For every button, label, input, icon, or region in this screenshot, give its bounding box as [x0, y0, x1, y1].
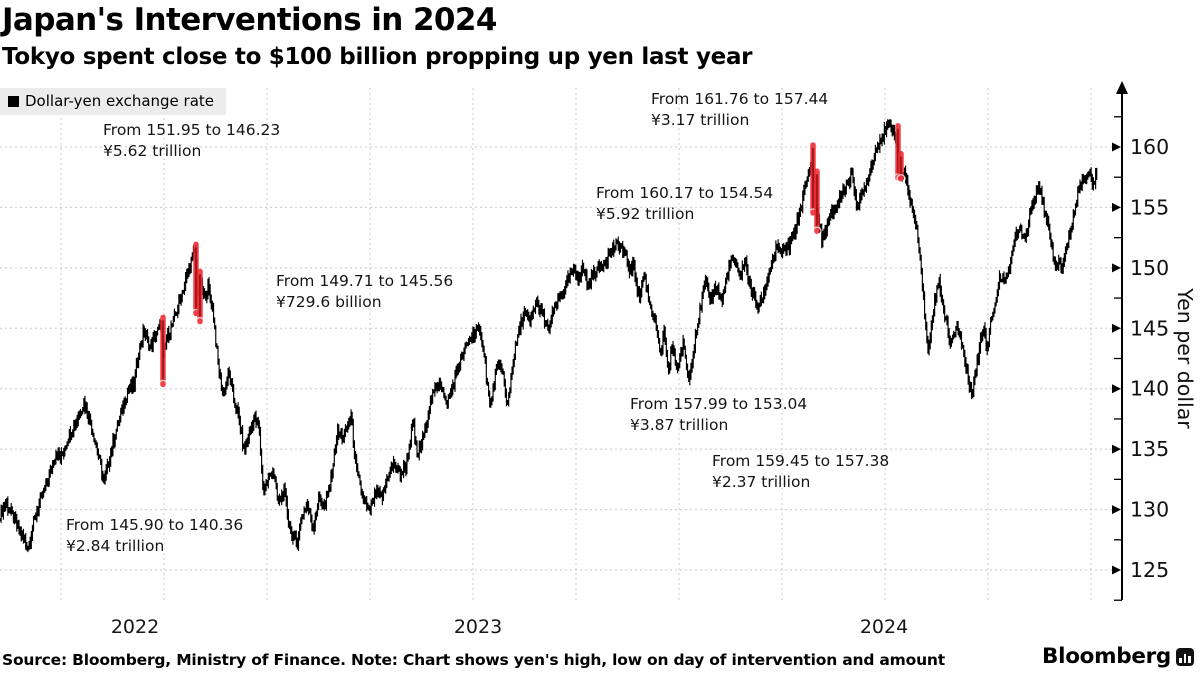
x-axis-label-2024: 2024 — [859, 616, 909, 638]
annotation-range: From 159.45 to 157.38 — [712, 452, 890, 470]
annotation-jul12-2024: From 159.45 to 157.38 ¥2.37 trillion — [712, 451, 889, 493]
annotation-range: From 157.99 to 153.04 — [630, 395, 808, 413]
annotation-amount: ¥3.87 trillion — [630, 415, 729, 434]
annotation-amount: ¥5.92 trillion — [596, 204, 695, 223]
source-note: Source: Bloomberg, Ministry of Finance. … — [2, 651, 945, 669]
annotation-amount: ¥2.84 trillion — [66, 536, 165, 555]
legend-swatch-icon — [8, 95, 19, 107]
legend-label: Dollar-yen exchange rate — [25, 92, 215, 110]
svg-text:Yen per dollar: Yen per dollar — [1173, 287, 1197, 429]
annotation-oct21-2022: From 151.95 to 146.23 ¥5.62 trillion — [103, 120, 280, 162]
x-axis-label-2022: 2022 — [110, 616, 160, 638]
annotation-may1-2024: From 157.99 to 153.04 ¥3.87 trillion — [630, 394, 807, 436]
svg-text:145: 145 — [1130, 316, 1169, 340]
legend: Dollar-yen exchange rate — [0, 88, 227, 115]
svg-text:125: 125 — [1130, 558, 1169, 582]
annotation-amount: ¥2.37 trillion — [712, 472, 811, 491]
annotation-amount: ¥3.17 trillion — [651, 110, 750, 129]
bloomberg-logo-text: Bloomberg — [1042, 644, 1171, 669]
svg-text:140: 140 — [1130, 377, 1169, 401]
bloomberg-logo-icon — [1176, 647, 1194, 666]
bloomberg-logo: Bloomberg — [1038, 644, 1194, 669]
svg-text:150: 150 — [1130, 256, 1169, 280]
svg-text:135: 135 — [1130, 437, 1169, 461]
svg-text:130: 130 — [1130, 498, 1169, 522]
x-axis-label-2023: 2023 — [453, 616, 503, 638]
annotation-jul11-2024: From 161.76 to 157.44 ¥3.17 trillion — [651, 89, 828, 131]
annotation-amount: ¥729.6 billion — [276, 292, 382, 311]
annotation-oct24-2022: From 149.71 to 145.56 ¥729.6 billion — [276, 271, 453, 313]
annotation-range: From 161.76 to 157.44 — [651, 90, 829, 108]
annotation-sep22-2022: From 145.90 to 140.36 ¥2.84 trillion — [66, 515, 243, 557]
page-title: Japan's Interventions in 2024 — [2, 2, 497, 38]
annotation-apr29-2024: From 160.17 to 154.54 ¥5.92 trillion — [596, 183, 773, 225]
annotation-range: From 149.71 to 145.56 — [276, 272, 454, 290]
svg-text:155: 155 — [1130, 195, 1169, 219]
svg-text:160: 160 — [1130, 135, 1169, 159]
annotation-range: From 160.17 to 154.54 — [596, 184, 774, 202]
page-subtitle: Tokyo spent close to $100 billion proppi… — [2, 44, 753, 70]
annotation-range: From 145.90 to 140.36 — [66, 516, 244, 534]
annotation-range: From 151.95 to 146.23 — [103, 121, 281, 139]
annotation-amount: ¥5.62 trillion — [103, 141, 202, 160]
